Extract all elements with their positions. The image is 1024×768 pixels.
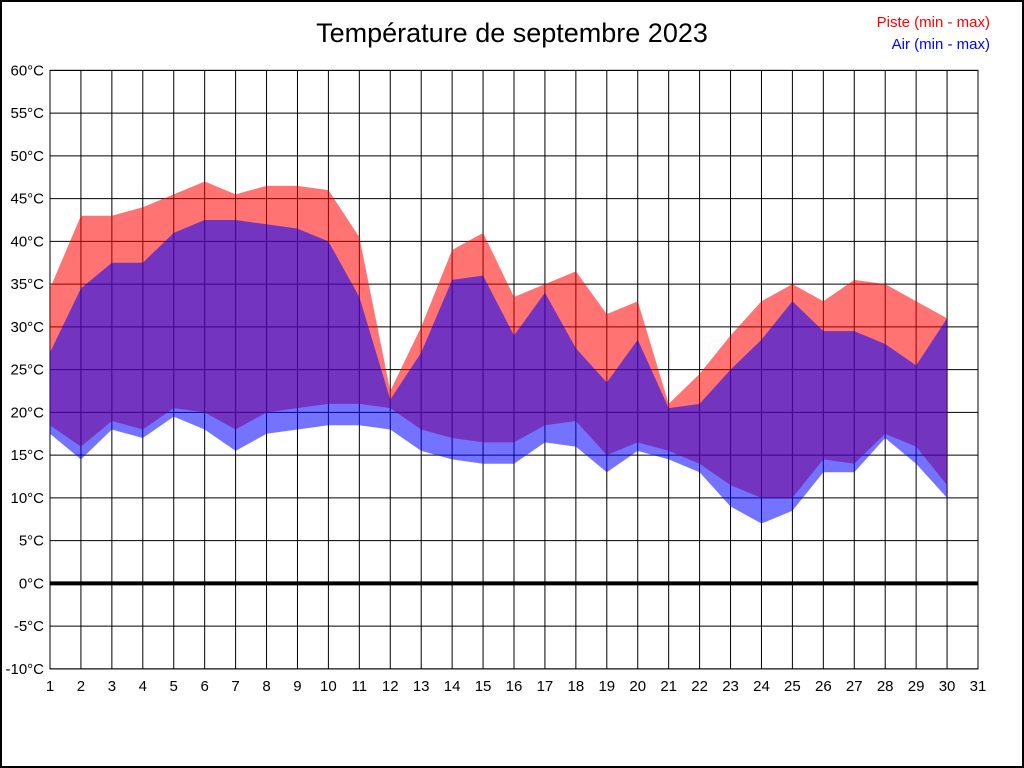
x-tick-label: 20: [629, 678, 646, 695]
x-tick-label: 7: [231, 678, 239, 695]
y-tick-label: -5°C: [14, 618, 44, 635]
x-tick-label: 13: [413, 678, 430, 695]
x-tick-label: 21: [660, 678, 677, 695]
y-tick-label: -10°C: [5, 661, 44, 678]
x-tick-label: 4: [139, 678, 147, 695]
x-tick-label: 16: [506, 678, 523, 695]
x-tick-label: 26: [815, 678, 832, 695]
x-tick-label: 1: [46, 678, 54, 695]
y-tick-label: 55°C: [10, 105, 44, 122]
y-tick-label: 60°C: [10, 62, 44, 79]
y-tick-label: 5°C: [19, 533, 44, 550]
x-tick-label: 29: [908, 678, 925, 695]
y-tick-label: 35°C: [10, 276, 44, 293]
x-tick-label: 28: [877, 678, 894, 695]
x-tick-label: 14: [444, 678, 461, 695]
air-band: [50, 220, 948, 524]
y-tick-label: 30°C: [10, 319, 44, 336]
y-tick-label: 25°C: [10, 362, 44, 379]
chart-title: Température de septembre 2023: [316, 18, 708, 48]
x-tick-label: 5: [170, 678, 178, 695]
x-tick-label: 19: [598, 678, 615, 695]
x-tick-label: 3: [108, 678, 116, 695]
y-tick-label: 40°C: [10, 233, 44, 250]
x-tick-label: 11: [352, 678, 368, 695]
y-tick-label: 50°C: [10, 148, 44, 165]
y-tick-label: 10°C: [10, 490, 44, 507]
x-tick-label: 24: [753, 678, 770, 695]
x-tick-label: 23: [722, 678, 739, 695]
x-tick-label: 31: [970, 678, 987, 695]
x-tick-label: 10: [320, 678, 337, 695]
x-tick-label: 22: [691, 678, 708, 695]
x-tick-label: 30: [939, 678, 956, 695]
x-tick-label: 27: [846, 678, 863, 695]
legend-item-air: Air (min - max): [891, 36, 990, 53]
y-tick-label: 15°C: [10, 447, 44, 464]
x-tick-label: 12: [382, 678, 399, 695]
x-tick-label: 15: [475, 678, 492, 695]
legend-item-piste: Piste (min - max): [876, 14, 990, 31]
x-axis-labels: 1 2 3 4 5 6 7 8 9 10 11 12 13 14 15 16 17 18 19 20 21 22 23 24 2…: [46, 678, 987, 695]
x-tick-label: 9: [293, 678, 301, 695]
y-tick-label: 20°C: [10, 404, 44, 421]
x-tick-label: 8: [262, 678, 270, 695]
y-tick-label: 45°C: [10, 191, 44, 208]
x-tick-label: 25: [784, 678, 801, 695]
x-tick-label: 2: [77, 678, 85, 695]
chart-legend: Piste (min - max) Air (min - max): [877, 12, 990, 56]
y-axis-labels: 60°C 55°C 50°C 45°C 40°C 35°C 30°C 25°C 20°C 15°C…: [5, 62, 44, 678]
x-tick-label: 6: [200, 678, 208, 695]
x-tick-label: 17: [537, 678, 554, 695]
y-tick-label: 0°C: [19, 575, 44, 592]
x-tick-label: 18: [568, 678, 585, 695]
